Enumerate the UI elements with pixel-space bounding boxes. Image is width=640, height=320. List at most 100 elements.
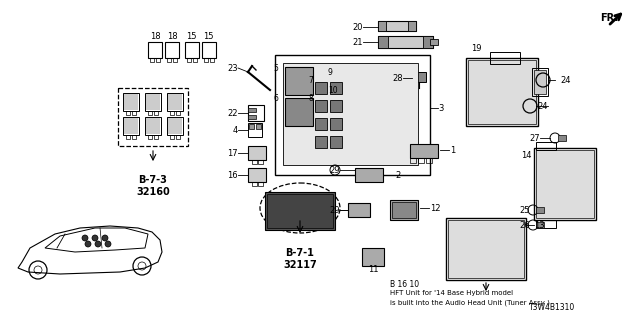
Text: 29: 29 [330, 165, 340, 174]
Bar [185, 42, 199, 58]
Bar [315, 100, 327, 112]
Bar [378, 36, 388, 48]
Circle shape [105, 241, 111, 247]
Bar [466, 58, 538, 126]
Bar [248, 168, 266, 182]
Bar [258, 160, 263, 164]
Bar [132, 111, 136, 115]
Bar [146, 94, 160, 110]
Bar [168, 94, 182, 110]
Bar [558, 135, 566, 141]
Text: 1: 1 [450, 146, 455, 155]
Text: 17: 17 [227, 148, 238, 157]
Bar [285, 98, 313, 126]
Bar [536, 222, 544, 228]
Bar [536, 142, 556, 150]
Text: 4: 4 [233, 125, 238, 134]
Text: 11: 11 [368, 266, 378, 275]
Circle shape [85, 241, 91, 247]
Bar [150, 58, 154, 62]
Bar [202, 42, 216, 58]
Bar [248, 123, 262, 137]
Bar [258, 182, 263, 186]
Bar [187, 58, 191, 62]
Bar [536, 220, 556, 228]
Bar [124, 118, 138, 134]
Text: 20: 20 [353, 22, 363, 31]
Bar [148, 111, 152, 115]
Text: 2: 2 [395, 171, 400, 180]
Bar [165, 42, 179, 58]
Bar [154, 111, 158, 115]
Text: 10: 10 [328, 85, 338, 94]
Bar [426, 158, 432, 163]
Bar [315, 136, 327, 148]
Bar [248, 105, 264, 121]
Bar [378, 21, 416, 31]
Text: 15: 15 [203, 31, 213, 41]
Text: 16: 16 [227, 171, 238, 180]
Bar [248, 108, 256, 112]
Bar [156, 58, 160, 62]
Bar [378, 21, 386, 31]
Bar [418, 158, 424, 163]
Circle shape [95, 241, 101, 247]
Bar [132, 135, 136, 139]
Bar [118, 88, 188, 146]
Bar [490, 52, 520, 64]
Circle shape [92, 235, 98, 241]
Bar [448, 220, 524, 278]
Bar [423, 36, 433, 48]
Bar [468, 60, 536, 124]
Bar [285, 67, 313, 95]
Text: 27: 27 [529, 133, 540, 142]
Text: 22: 22 [227, 108, 238, 117]
Bar [408, 21, 416, 31]
Bar [348, 203, 370, 217]
Bar [534, 70, 546, 94]
Text: B-7-3
32160: B-7-3 32160 [136, 175, 170, 196]
Text: 12: 12 [430, 204, 440, 212]
Text: 19: 19 [471, 44, 481, 52]
Bar [170, 111, 174, 115]
Bar [167, 58, 171, 62]
Bar [532, 68, 548, 96]
Bar [145, 117, 161, 135]
Bar [204, 58, 208, 62]
Bar [193, 58, 197, 62]
Bar [267, 194, 333, 228]
Bar [123, 93, 139, 111]
Text: 21: 21 [353, 37, 363, 46]
Bar [248, 146, 266, 160]
Bar [412, 72, 426, 82]
Bar [145, 93, 161, 111]
Bar [430, 39, 438, 45]
Bar [534, 148, 596, 220]
Text: 9: 9 [328, 68, 333, 76]
Bar [252, 182, 257, 186]
Bar [330, 100, 342, 112]
Bar [168, 118, 182, 134]
Text: 14: 14 [522, 150, 532, 159]
Text: 23: 23 [227, 63, 238, 73]
Text: B-7-1
32117: B-7-1 32117 [283, 248, 317, 269]
Bar [173, 58, 177, 62]
Text: 18: 18 [150, 31, 160, 41]
Bar [355, 168, 383, 182]
Bar [536, 207, 544, 213]
Bar [330, 136, 342, 148]
Bar [210, 58, 214, 62]
Bar [148, 135, 152, 139]
Bar [362, 248, 384, 266]
Text: 29: 29 [330, 205, 340, 214]
Text: 13: 13 [534, 220, 545, 229]
Bar [330, 118, 342, 130]
Text: 26: 26 [520, 220, 530, 229]
Circle shape [82, 235, 88, 241]
Bar [167, 93, 183, 111]
Bar [249, 124, 254, 129]
Text: 18: 18 [166, 31, 177, 41]
Bar [410, 158, 416, 163]
Bar [392, 202, 416, 218]
Bar [148, 42, 162, 58]
